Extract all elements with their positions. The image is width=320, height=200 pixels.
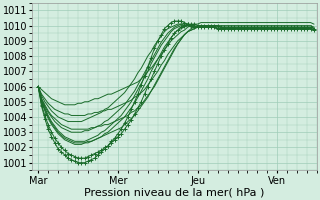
X-axis label: Pression niveau de la mer( hPa ): Pression niveau de la mer( hPa ): [84, 187, 265, 197]
